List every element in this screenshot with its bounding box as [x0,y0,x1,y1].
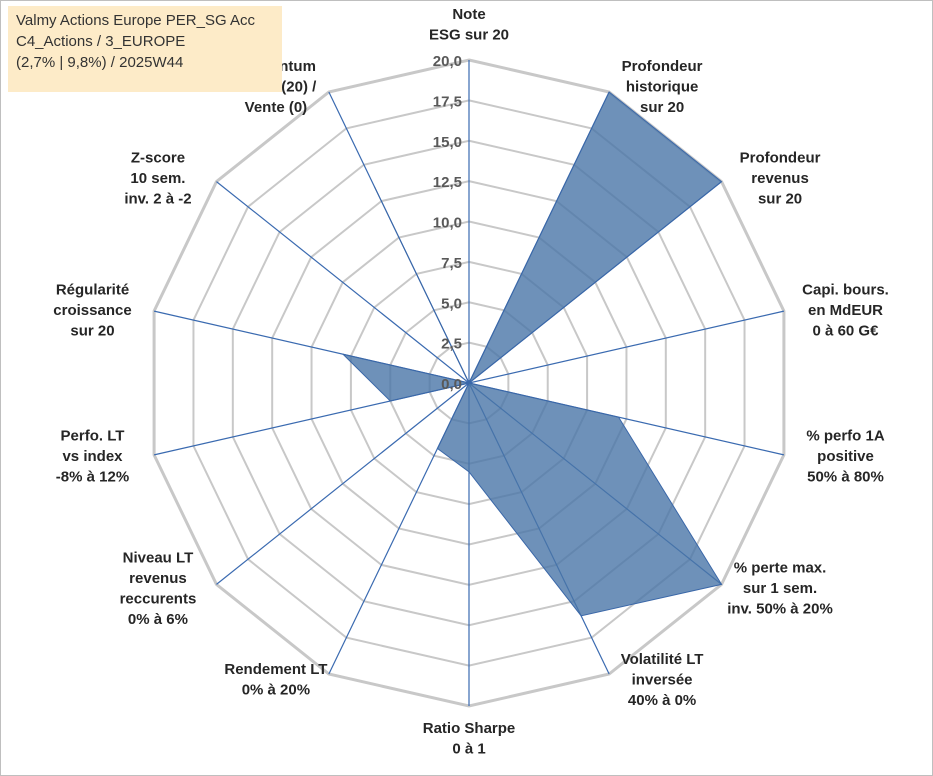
axis-label-line: 0 à 1 [452,741,485,758]
axis-label-11: Régularité croissance sur 20 [53,281,131,339]
axis-label-line: Volatilité LT [621,651,704,668]
axis-label-line: 10 sem. [130,170,185,187]
axis-label-line: croissance [53,302,131,319]
axis-label-line: vs index [62,448,123,465]
axis-spoke-3 [468,310,785,384]
axis-label-line: Perfo. LT [61,428,125,445]
radial-tick-label: 5,0 [441,295,462,312]
axis-label-2: Profondeur revenus sur 20 [740,149,821,207]
axis-label-7: Ratio Sharpe 0 à 1 [423,720,516,758]
radial-tick-label: 2,5 [441,336,462,353]
axis-label-line: Régularité [56,281,129,298]
axis-label-line: sur 1 sem. [743,580,817,597]
fund-category: C4_Actions / 3_EUROPE [16,33,186,50]
axis-label-8: Rendement LT 0% à 20% [224,661,327,699]
axis-label-line: % perfo 1A [806,428,885,445]
axis-label-line: 0% à 6% [128,611,188,628]
axis-spoke-9 [216,382,470,585]
axis-label-5: % perte max. sur 1 sem. inv. 50% à 20% [727,560,833,618]
radial-tick-label: 0,0 [441,376,462,393]
axis-label-line: 0% à 20% [242,682,310,699]
radial-tick-label: 12,5 [433,174,462,191]
radial-tick-label: 15,0 [433,134,462,151]
axis-label-line: reccurents [120,590,197,607]
fund-info-box: Valmy Actions Europe PER_SG Acc C4_Actio… [8,6,282,92]
axis-label-line: inv. 2 à -2 [124,190,191,207]
axis-spoke-12 [216,181,470,384]
axis-label-line: 0 à 60 G€ [813,322,880,339]
axis-label-line: Vente (0) [245,99,308,116]
axis-label-line: Rendement LT [224,661,327,678]
axis-label-1: Profondeur historique sur 20 [622,58,703,116]
axis-label-4: % perfo 1A positive 50% à 80% [806,428,885,486]
radial-tick-label: 20,0 [433,53,462,70]
axis-label-line: 40% à 0% [628,692,696,709]
axis-label-line: sur 20 [70,322,114,339]
axis-label-6: Volatilité LT inversée 40% à 0% [621,651,704,709]
data-series-area [341,91,723,617]
radial-tick-label: 10,0 [433,215,462,232]
axis-label-line: ESG sur 20 [429,27,509,44]
radial-tick-label: 7,5 [441,255,462,272]
axis-label-line: Profondeur [740,149,821,166]
axis-label-line: sur 20 [758,190,802,207]
axis-label-line: Profondeur [622,58,703,75]
axis-label-line: % perte max. [734,560,827,577]
fund-stats: (2,7% | 9,8%) / 2025W44 [16,54,184,71]
radial-tick-label: 17,5 [433,93,462,110]
axis-label-line: Niveau LT [123,549,194,566]
axis-label-line: Z-score [131,149,185,166]
axis-label-12: Z-score 10 sem. inv. 2 à -2 [124,149,191,207]
axis-label-line: -8% à 12% [56,469,129,486]
axis-label-0: Note ESG sur 20 [429,6,509,44]
fund-name: Valmy Actions Europe PER_SG Acc [16,12,255,29]
axis-label-line: positive [817,448,874,465]
axis-label-line: Note [452,6,485,23]
axis-label-line: en MdEUR [808,302,883,319]
axis-label-line: 50% à 80% [807,469,884,486]
axis-label-line: revenus [751,170,809,187]
axis-label-line: sur 20 [640,99,684,116]
axis-label-line: inv. 50% à 20% [727,601,833,618]
axis-label-3: Capi. bours. en MdEUR 0 à 60 G€ [802,281,889,339]
axis-label-line: historique [626,79,699,96]
axis-label-line: inversée [632,671,693,688]
axis-label-10: Perfo. LT vs index -8% à 12% [56,428,129,486]
axis-label-line: revenus [129,570,187,587]
axis-label-line: Ratio Sharpe [423,720,516,737]
axis-label-line: Capi. bours. [802,281,889,298]
axis-label-9: Niveau LT revenus reccurents 0% à 6% [120,549,197,628]
